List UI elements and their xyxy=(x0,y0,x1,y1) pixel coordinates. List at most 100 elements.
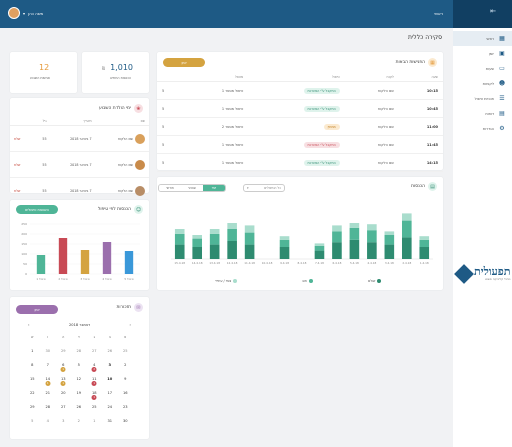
income-bar[interactable] xyxy=(419,247,430,259)
calendar-day[interactable]: 26 xyxy=(107,349,113,353)
income-bar[interactable] xyxy=(209,229,220,234)
collapse-sidebar-icon[interactable]: ⇤ xyxy=(490,7,496,15)
tab-monthly[interactable]: חודשי xyxy=(159,185,181,191)
income-bar[interactable] xyxy=(244,225,255,233)
calendar-day[interactable]: 2 xyxy=(124,363,127,367)
chevron-right-icon[interactable]: › xyxy=(129,323,131,327)
table-row[interactable]: 10:15 שם הלקוח התקבל ע"י המערכת טיפול מספר … xyxy=(157,81,443,100)
calendar-day[interactable]: 11 1 xyxy=(91,377,97,386)
calendar-day[interactable]: 10 xyxy=(107,377,113,381)
treatment-bar[interactable] xyxy=(102,242,112,274)
calendar-day[interactable]: 24 xyxy=(107,405,113,409)
treatment-bar[interactable] xyxy=(36,255,46,274)
calendar-day[interactable]: 3 xyxy=(62,419,65,423)
calendar-day[interactable]: 1 xyxy=(31,349,34,353)
treatment-select[interactable]: ▾ כל הטיפולים xyxy=(243,184,285,192)
income-bar[interactable] xyxy=(332,225,342,232)
sidebar-item-4[interactable]: תכניות טיפול ☰ xyxy=(453,91,512,106)
calendar-day[interactable]: 7 xyxy=(46,363,49,367)
income-bar[interactable] xyxy=(279,236,290,240)
calendar-day[interactable]: 15 xyxy=(29,377,35,381)
income-bar[interactable] xyxy=(419,239,430,247)
calendar-day[interactable]: 27 xyxy=(91,349,97,353)
calendar-day[interactable]: 30 xyxy=(45,349,51,353)
income-bar[interactable] xyxy=(227,241,237,259)
sidebar-item-3[interactable]: לקוחות ☻ xyxy=(453,76,512,91)
chevron-down-icon[interactable]: ▾ xyxy=(23,10,26,16)
calendar-day[interactable]: 17 xyxy=(107,391,113,395)
calendar-day[interactable]: 25 xyxy=(122,349,128,353)
sidebar-item-2[interactable]: שעות ▭ xyxy=(453,61,512,76)
income-bar[interactable] xyxy=(349,223,360,228)
income-bar[interactable] xyxy=(174,233,185,245)
calendar-day[interactable]: 8 xyxy=(31,363,34,367)
income-bar[interactable] xyxy=(279,239,290,247)
income-bar[interactable] xyxy=(349,227,360,240)
income-bar[interactable] xyxy=(332,242,342,259)
calendar-day[interactable]: 29 xyxy=(60,349,66,353)
treatment-bar[interactable] xyxy=(124,251,134,274)
calendar-day[interactable]: 29 xyxy=(29,405,35,409)
tab-weekly[interactable]: שבועי xyxy=(181,185,203,191)
calendar-day[interactable]: 19 xyxy=(76,391,82,395)
calendar-day[interactable]: 1 xyxy=(93,419,96,423)
calendar-day[interactable]: 28 xyxy=(76,349,82,353)
calendar-day[interactable]: 22 xyxy=(29,391,35,395)
calendar-day[interactable]: 30 xyxy=(122,419,128,423)
send-greeting-link[interactable]: שלח xyxy=(10,125,32,152)
income-bar[interactable] xyxy=(384,235,395,245)
table-row[interactable]: 10:45 שם הלקוח התקבל ע"י המערכת טיפול מספר … xyxy=(157,99,443,118)
income-bar[interactable] xyxy=(419,236,430,240)
sidebar-item-1[interactable]: יומן ▣ xyxy=(453,46,512,61)
calendar-day[interactable]: 23 xyxy=(122,405,128,409)
income-bar[interactable] xyxy=(367,230,377,243)
send-greeting-link[interactable]: שלח xyxy=(10,151,32,178)
calendar-day[interactable]: 18 1 xyxy=(91,391,97,400)
calendar-day[interactable]: 12 xyxy=(76,377,82,381)
calendar-day[interactable]: 27 xyxy=(60,405,66,409)
table-row[interactable]: שם הלקוח 7 בינואר 2018 55 שלח xyxy=(10,125,149,152)
income-bar[interactable] xyxy=(174,244,185,259)
income-bar[interactable] xyxy=(227,229,237,241)
sidebar-item-6[interactable]: הגדרות ⚙ xyxy=(453,121,512,136)
calendar-day[interactable]: 3 xyxy=(108,363,111,367)
user-name[interactable]: משה כהן xyxy=(28,10,44,16)
income-bar[interactable] xyxy=(279,247,290,259)
income-bar[interactable] xyxy=(314,245,325,251)
calendar-day[interactable]: 20 xyxy=(60,391,66,395)
income-bar[interactable] xyxy=(367,242,377,259)
income-bar[interactable] xyxy=(192,247,203,259)
calendar-day[interactable]: 5 xyxy=(31,419,34,423)
avatar[interactable] xyxy=(8,7,20,19)
income-bar[interactable] xyxy=(349,239,360,259)
compare-treatments-button[interactable]: השוואת טיפולים xyxy=(16,205,58,214)
calendar-day[interactable]: 14 1 xyxy=(45,377,51,386)
income-bar[interactable] xyxy=(384,231,395,235)
income-bar[interactable] xyxy=(367,224,377,231)
calendar-day[interactable]: 16 xyxy=(122,391,128,395)
income-bar[interactable] xyxy=(244,244,255,259)
calendar-day[interactable]: 5 xyxy=(77,363,80,367)
calendar-day[interactable]: 9 xyxy=(124,377,127,381)
calendar-button[interactable]: יומן xyxy=(163,58,205,67)
chevron-left-icon[interactable]: ‹ xyxy=(28,323,30,327)
income-bar[interactable] xyxy=(314,250,325,259)
income-bar[interactable] xyxy=(401,220,412,238)
sidebar-item-0[interactable]: ראשי ▦ xyxy=(453,31,512,46)
income-bar[interactable] xyxy=(227,223,237,229)
table-row[interactable]: שם הלקוח 7 בינואר 2018 55 שלח xyxy=(10,177,149,204)
treatment-bar[interactable] xyxy=(80,250,90,274)
calendar-day[interactable]: 25 xyxy=(91,405,97,409)
tab-daily[interactable]: יומי xyxy=(203,185,225,191)
treatment-bar[interactable] xyxy=(58,238,68,274)
table-row[interactable]: 11:45 שם הלקוח התקבל ע"י המערכת טיפול מספר … xyxy=(157,135,443,154)
income-bar[interactable] xyxy=(209,233,220,245)
table-row[interactable]: שם הלקוח 7 בינואר 2018 55 שלח xyxy=(10,151,149,178)
calendar-day[interactable]: 2 xyxy=(77,419,80,423)
income-bar[interactable] xyxy=(174,229,185,234)
income-bar[interactable] xyxy=(401,213,412,221)
calendar-day[interactable]: 28 xyxy=(45,405,51,409)
income-bar[interactable] xyxy=(384,244,395,259)
